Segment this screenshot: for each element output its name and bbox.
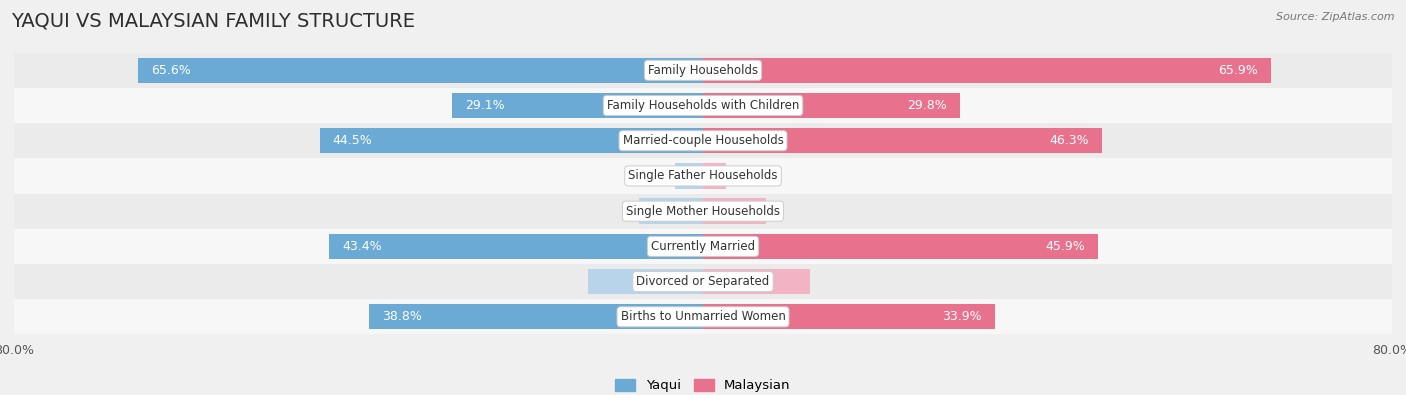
Text: Married-couple Households: Married-couple Households [623,134,783,147]
Bar [703,128,1102,153]
Bar [453,93,703,118]
Text: YAQUI VS MALAYSIAN FAMILY STRUCTURE: YAQUI VS MALAYSIAN FAMILY STRUCTURE [11,12,415,31]
Bar [14,264,1392,299]
Bar [675,163,703,189]
Bar [368,304,703,329]
Bar [14,229,1392,264]
Bar [703,163,727,189]
Text: Divorced or Separated: Divorced or Separated [637,275,769,288]
Bar [14,299,1392,335]
Text: 7.4%: 7.4% [658,205,690,218]
Text: Single Father Households: Single Father Households [628,169,778,182]
Text: 29.1%: 29.1% [465,99,505,112]
Bar [703,58,1271,83]
Bar [14,194,1392,229]
Text: Source: ZipAtlas.com: Source: ZipAtlas.com [1277,12,1395,22]
Text: 3.2%: 3.2% [658,169,690,182]
Bar [14,158,1392,194]
Legend: Yaqui, Malaysian: Yaqui, Malaysian [610,373,796,395]
Text: 13.3%: 13.3% [651,275,690,288]
Bar [703,304,995,329]
Text: Births to Unmarried Women: Births to Unmarried Women [620,310,786,324]
Text: 38.8%: 38.8% [382,310,422,324]
Text: Currently Married: Currently Married [651,240,755,253]
Text: 43.4%: 43.4% [342,240,382,253]
Bar [703,269,810,294]
Text: 65.9%: 65.9% [1218,64,1257,77]
Text: 44.5%: 44.5% [333,134,373,147]
Bar [14,88,1392,123]
Text: 46.3%: 46.3% [1049,134,1088,147]
Text: 12.4%: 12.4% [716,275,755,288]
Bar [589,269,703,294]
Text: Family Households: Family Households [648,64,758,77]
Text: 33.9%: 33.9% [942,310,981,324]
Bar [640,198,703,224]
Text: 7.3%: 7.3% [716,205,748,218]
Text: 45.9%: 45.9% [1046,240,1085,253]
Bar [329,234,703,259]
Bar [14,123,1392,158]
Bar [703,93,960,118]
Bar [703,198,766,224]
Text: 65.6%: 65.6% [150,64,191,77]
Bar [703,234,1098,259]
Text: Single Mother Households: Single Mother Households [626,205,780,218]
Bar [319,128,703,153]
Bar [138,58,703,83]
Text: 29.8%: 29.8% [907,99,946,112]
Text: Family Households with Children: Family Households with Children [607,99,799,112]
Text: 2.7%: 2.7% [716,169,748,182]
Bar [14,53,1392,88]
